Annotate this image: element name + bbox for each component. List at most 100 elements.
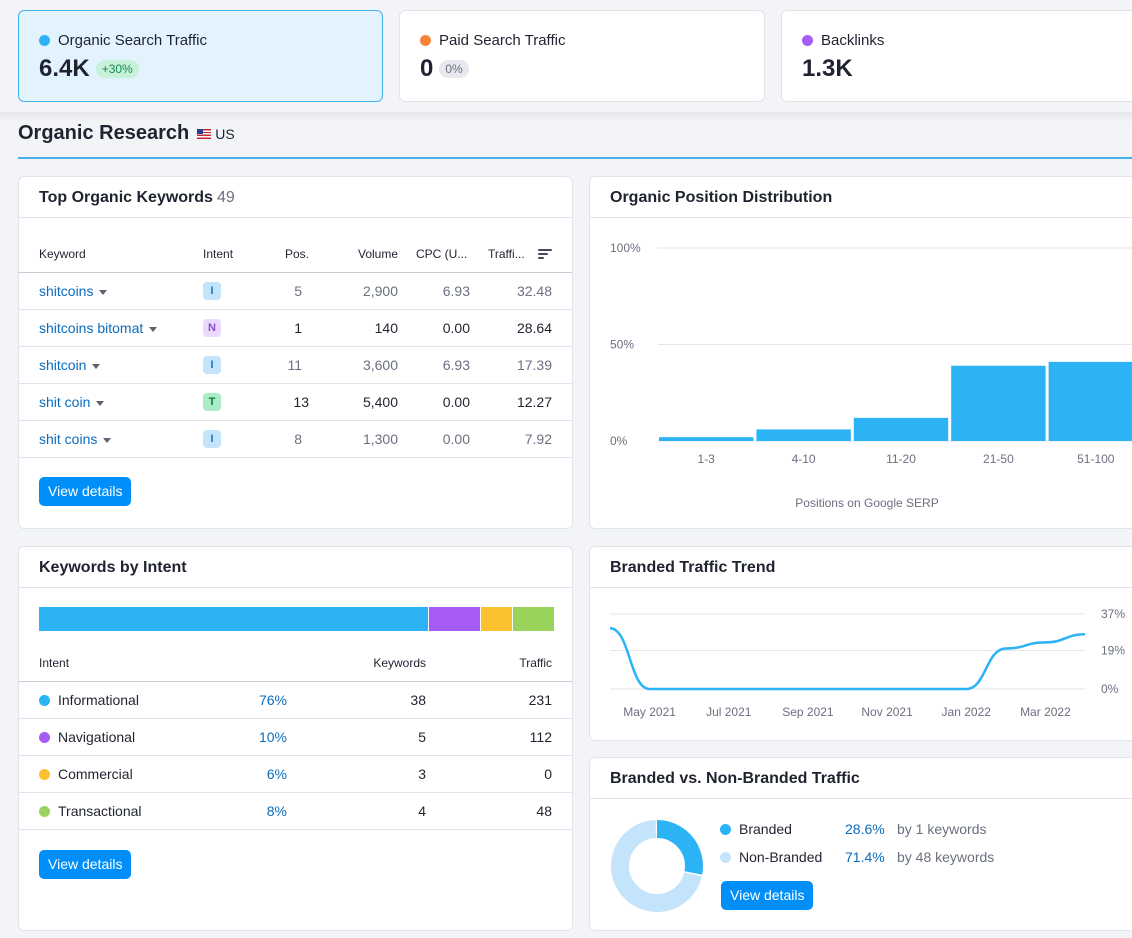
position-value: 13 (293, 394, 309, 410)
chevron-down-icon[interactable] (103, 437, 112, 443)
x-tick-label: Jan 2022 (942, 705, 992, 719)
intent-segment-informational[interactable] (39, 607, 429, 631)
country-label[interactable]: US (215, 125, 235, 142)
traffic-value: 0 (544, 766, 552, 782)
keyword-text[interactable]: shitcoins bitomat (39, 320, 144, 336)
sort-icon[interactable] (538, 249, 552, 261)
table-row: shitcoin I 11 3,600 6.93 17.39 (19, 347, 572, 384)
nonbranded-dot-icon (720, 851, 731, 863)
intent-percent-link[interactable]: 10% (258, 729, 287, 745)
informational-dot-icon (39, 694, 50, 706)
legend-keyword-count: by 1 keywords (897, 821, 987, 837)
keyword-text[interactable]: shitcoins (39, 283, 94, 299)
col-cpc[interactable]: CPC (U... (416, 247, 468, 261)
keywords-value: 5 (418, 729, 426, 745)
col-volume[interactable]: Volume (358, 247, 399, 261)
card-divider (590, 217, 1132, 218)
table-row: shitcoins bitomat N 1 140 0.00 28.64 (19, 310, 572, 347)
intent-percent-link[interactable]: 76% (258, 692, 287, 708)
intent-row: Informational 76% 38 231 (19, 682, 572, 719)
position-value: 5 (294, 283, 302, 299)
donut-slice-branded[interactable] (611, 820, 703, 912)
legend-percent[interactable]: 28.6% (845, 821, 885, 837)
x-tick-label: Sep 2021 (782, 705, 834, 719)
keyword-link[interactable]: shit coin (39, 394, 105, 410)
bar-11-20[interactable] (853, 417, 949, 441)
view-details-button[interactable]: View details (39, 850, 132, 879)
legend-percent[interactable]: 71.4% (845, 849, 885, 865)
y-tick-label: 100% (610, 241, 641, 255)
keyword-text[interactable]: shit coin (39, 394, 91, 410)
card-divider (590, 798, 1132, 799)
paid-dot-icon (420, 35, 431, 46)
intent-percent-link[interactable]: 6% (266, 766, 287, 782)
card-title: Top Organic Keywords 49 (39, 189, 235, 207)
bar-21-50[interactable] (951, 365, 1046, 441)
intent-percent-link[interactable]: 8% (266, 803, 287, 819)
y-tick-label: 37% (1101, 607, 1125, 621)
cpc-value: 6.93 (442, 283, 470, 299)
col-intent[interactable]: Intent (203, 247, 234, 261)
intent-row: Commercial 6% 3 0 (19, 756, 572, 793)
chevron-down-icon[interactable] (149, 326, 158, 332)
change-badge: +30% (95, 60, 139, 78)
y-tick-label: 19% (1101, 643, 1125, 657)
position-distribution-chart: 0% 50% 100% 1-3 4-10 11-20 21-50 51-100 Position… (610, 241, 1132, 510)
legend-row-branded: Branded 28.6% by 1 keywords (720, 821, 986, 837)
x-tick-label: May 2021 (623, 705, 676, 719)
branded-vs-nonbranded-card: Branded vs. Non-Branded Traffic Branded … (589, 757, 1132, 931)
card-divider (19, 587, 572, 588)
table-header: Keyword Intent Pos. Volume CPC (U... Tra… (19, 241, 572, 273)
traffic-value: 7.92 (524, 431, 552, 447)
section-divider (18, 157, 1132, 159)
intent-segment-transactional[interactable] (513, 607, 554, 631)
donut-slice-non-branded[interactable] (611, 820, 703, 912)
bar-51-100[interactable] (1048, 361, 1132, 441)
chevron-down-icon[interactable] (96, 400, 105, 406)
intent-badge: T (203, 393, 221, 411)
branded-trend-line[interactable] (609, 626, 1086, 691)
section-title-text: Organic Research (18, 122, 190, 144)
volume-value: 3,600 (362, 357, 398, 373)
y-tick-label: 0% (1101, 682, 1119, 696)
metric-card-paid[interactable]: Paid Search Traffic 0 0% (399, 10, 765, 102)
organic-dot-icon (39, 35, 50, 46)
transactional-dot-icon (39, 805, 50, 817)
commercial-dot-icon (39, 768, 50, 780)
intent-segment-navigational[interactable] (429, 607, 481, 631)
metric-value: 0 (420, 55, 434, 82)
view-details-button[interactable]: View details (39, 477, 132, 506)
metric-card-organic[interactable]: Organic Search Traffic 6.4K +30% (18, 10, 383, 102)
metric-label: Organic Search Traffic (39, 32, 362, 49)
keyword-link[interactable]: shitcoins (39, 283, 108, 299)
col-pos[interactable]: Pos. (285, 247, 310, 261)
us-flag-icon (197, 128, 212, 139)
volume-value: 140 (374, 320, 398, 336)
branded-trend-card: Branded Traffic Trend 0% 19% 37% May 2021 Ju… (589, 546, 1132, 741)
keyword-link[interactable]: shitcoin (39, 357, 101, 373)
intent-segment-commercial[interactable] (481, 607, 513, 631)
traffic-value: 12.27 (516, 394, 552, 410)
legend-keyword-count: by 48 keywords (897, 849, 995, 865)
x-axis-label: Positions on Google SERP (795, 496, 938, 510)
bar-4-10[interactable] (756, 429, 851, 441)
keyword-link[interactable]: shitcoins bitomat (39, 320, 158, 336)
intent-stacked-bar (39, 607, 554, 631)
keyword-text[interactable]: shit coins (39, 431, 98, 447)
intent-label: Transactional (58, 803, 142, 819)
bar-1-3[interactable] (659, 437, 754, 441)
view-details-button[interactable]: View details (721, 881, 814, 910)
col-traffic[interactable]: Traffi... (488, 247, 525, 261)
metric-value: 1.3K (802, 55, 853, 82)
chevron-down-icon[interactable] (99, 289, 108, 295)
card-title: Keywords by Intent (39, 559, 187, 576)
col-keyword[interactable]: Keyword (39, 247, 86, 261)
keyword-text[interactable]: shitcoin (39, 357, 87, 373)
intent-label: Informational (58, 692, 139, 708)
metric-card-backlinks[interactable]: Backlinks 1.3K (781, 10, 1132, 102)
chevron-down-icon[interactable] (92, 363, 101, 369)
top-keywords-card: Top Organic Keywords 49 Keyword Intent Po… (18, 176, 573, 529)
keyword-link[interactable]: shit coins (39, 431, 112, 447)
position-value: 1 (294, 320, 302, 336)
y-tick-label: 50% (610, 338, 634, 352)
